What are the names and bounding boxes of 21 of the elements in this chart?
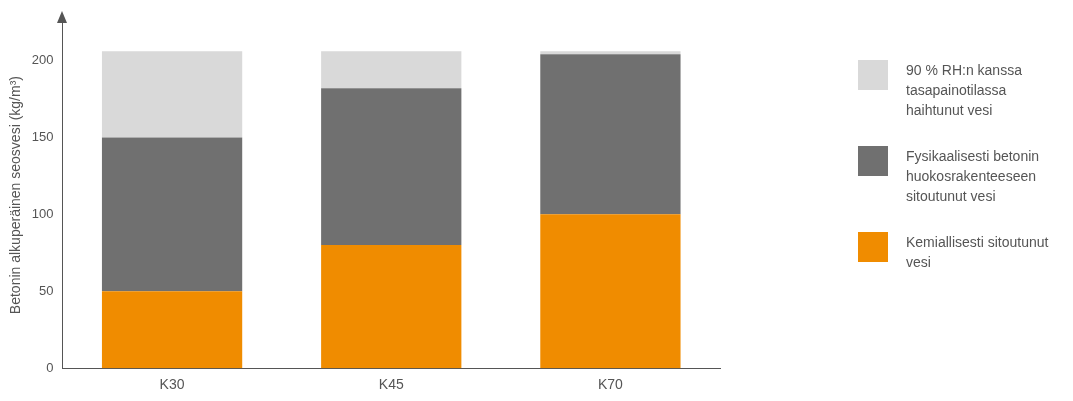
bar [321,51,462,89]
x-tick-label: K70 [597,376,624,393]
bar [540,54,681,215]
y-tick-label: 200 [31,52,54,68]
y-axis-title: Betonin alkuperäinen seosvesi (kg/m³) [7,76,24,315]
y-tick-label: 100 [31,205,54,221]
legend-label: 90 % RH:n kanssa tasapainotilassa haihtunut vesi [906,61,1023,120]
bar [101,51,243,138]
y-tick-label: 50 [39,282,54,298]
bar [321,88,462,246]
legend-label: Fysikaalisesti betonin huokosrakenteeseen sitoutunut vesi [906,147,1041,206]
bar [540,214,681,369]
y-tick-label: 150 [31,128,54,144]
bar [101,137,243,292]
y-tick-label: 0 [46,359,54,375]
x-tick-label: K45 [378,376,404,393]
bar [321,245,462,369]
bar [540,51,681,55]
legend-label: Kemiallisesti sitoutunut vesi [906,233,1050,272]
x-tick-label: K30 [159,376,185,393]
bar [101,291,243,369]
